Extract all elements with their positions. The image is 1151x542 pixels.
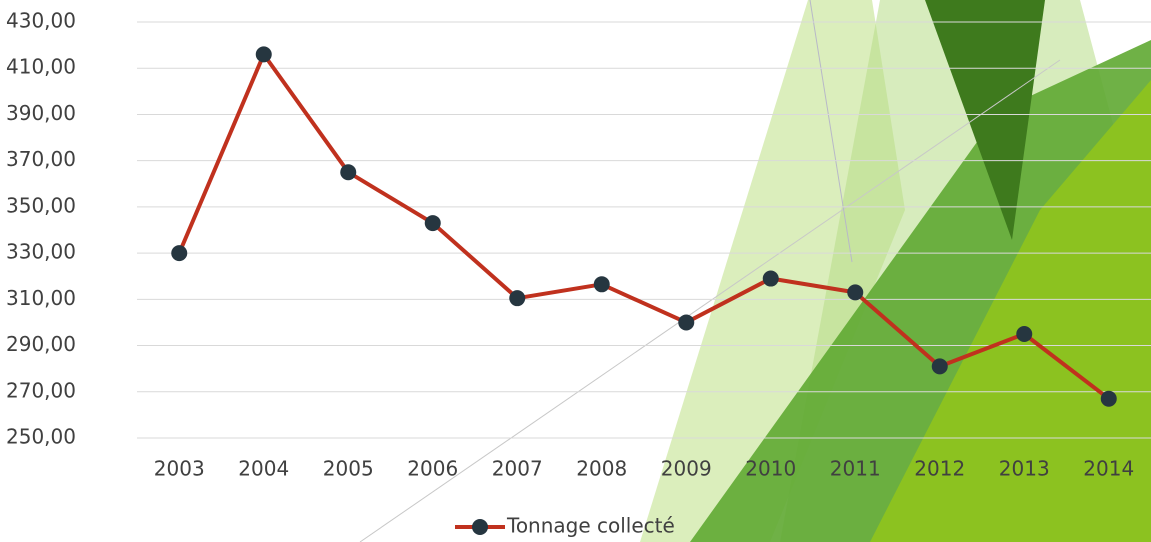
data-point bbox=[932, 358, 948, 374]
x-tick-label: 2011 bbox=[830, 457, 881, 481]
data-point bbox=[425, 215, 441, 231]
data-point bbox=[847, 284, 863, 300]
x-tick-label: 2012 bbox=[914, 457, 965, 481]
y-tick-label: 390,00 bbox=[6, 101, 76, 125]
x-tick-label: 2013 bbox=[999, 457, 1050, 481]
data-point bbox=[509, 290, 525, 306]
legend-marker bbox=[472, 519, 488, 535]
y-tick-label: 290,00 bbox=[6, 332, 76, 356]
y-tick-label: 430,00 bbox=[6, 9, 76, 33]
legend-label: Tonnage collecté bbox=[506, 514, 675, 538]
y-tick-label: 270,00 bbox=[6, 378, 76, 402]
y-tick-label: 350,00 bbox=[6, 193, 76, 217]
y-tick-label: 410,00 bbox=[6, 55, 76, 79]
x-tick-label: 2006 bbox=[407, 457, 458, 481]
chart: 250,00 270,00 290,00 310,00 330,00 350,00 370,… bbox=[0, 0, 1151, 542]
x-tick-label: 2004 bbox=[238, 457, 289, 481]
y-tick-label: 370,00 bbox=[6, 147, 76, 171]
x-tick-label: 2007 bbox=[492, 457, 543, 481]
page: {"chart_data": {"type": "line", "categor… bbox=[0, 0, 1151, 542]
data-point bbox=[594, 276, 610, 292]
data-point bbox=[256, 46, 272, 62]
y-tick-label: 250,00 bbox=[6, 425, 76, 449]
x-tick-label: 2005 bbox=[323, 457, 374, 481]
y-tick-label: 310,00 bbox=[6, 286, 76, 310]
data-point bbox=[678, 314, 694, 330]
x-tick-label: 2008 bbox=[576, 457, 627, 481]
x-tick-label: 2010 bbox=[745, 457, 796, 481]
data-point bbox=[340, 164, 356, 180]
data-point bbox=[171, 245, 187, 261]
x-tick-label: 2003 bbox=[154, 457, 205, 481]
data-point bbox=[1016, 326, 1032, 342]
y-tick-label: 330,00 bbox=[6, 240, 76, 264]
data-point bbox=[763, 271, 779, 287]
x-tick-label: 2009 bbox=[661, 457, 712, 481]
data-point bbox=[1101, 391, 1117, 407]
x-tick-label: 2014 bbox=[1083, 457, 1134, 481]
